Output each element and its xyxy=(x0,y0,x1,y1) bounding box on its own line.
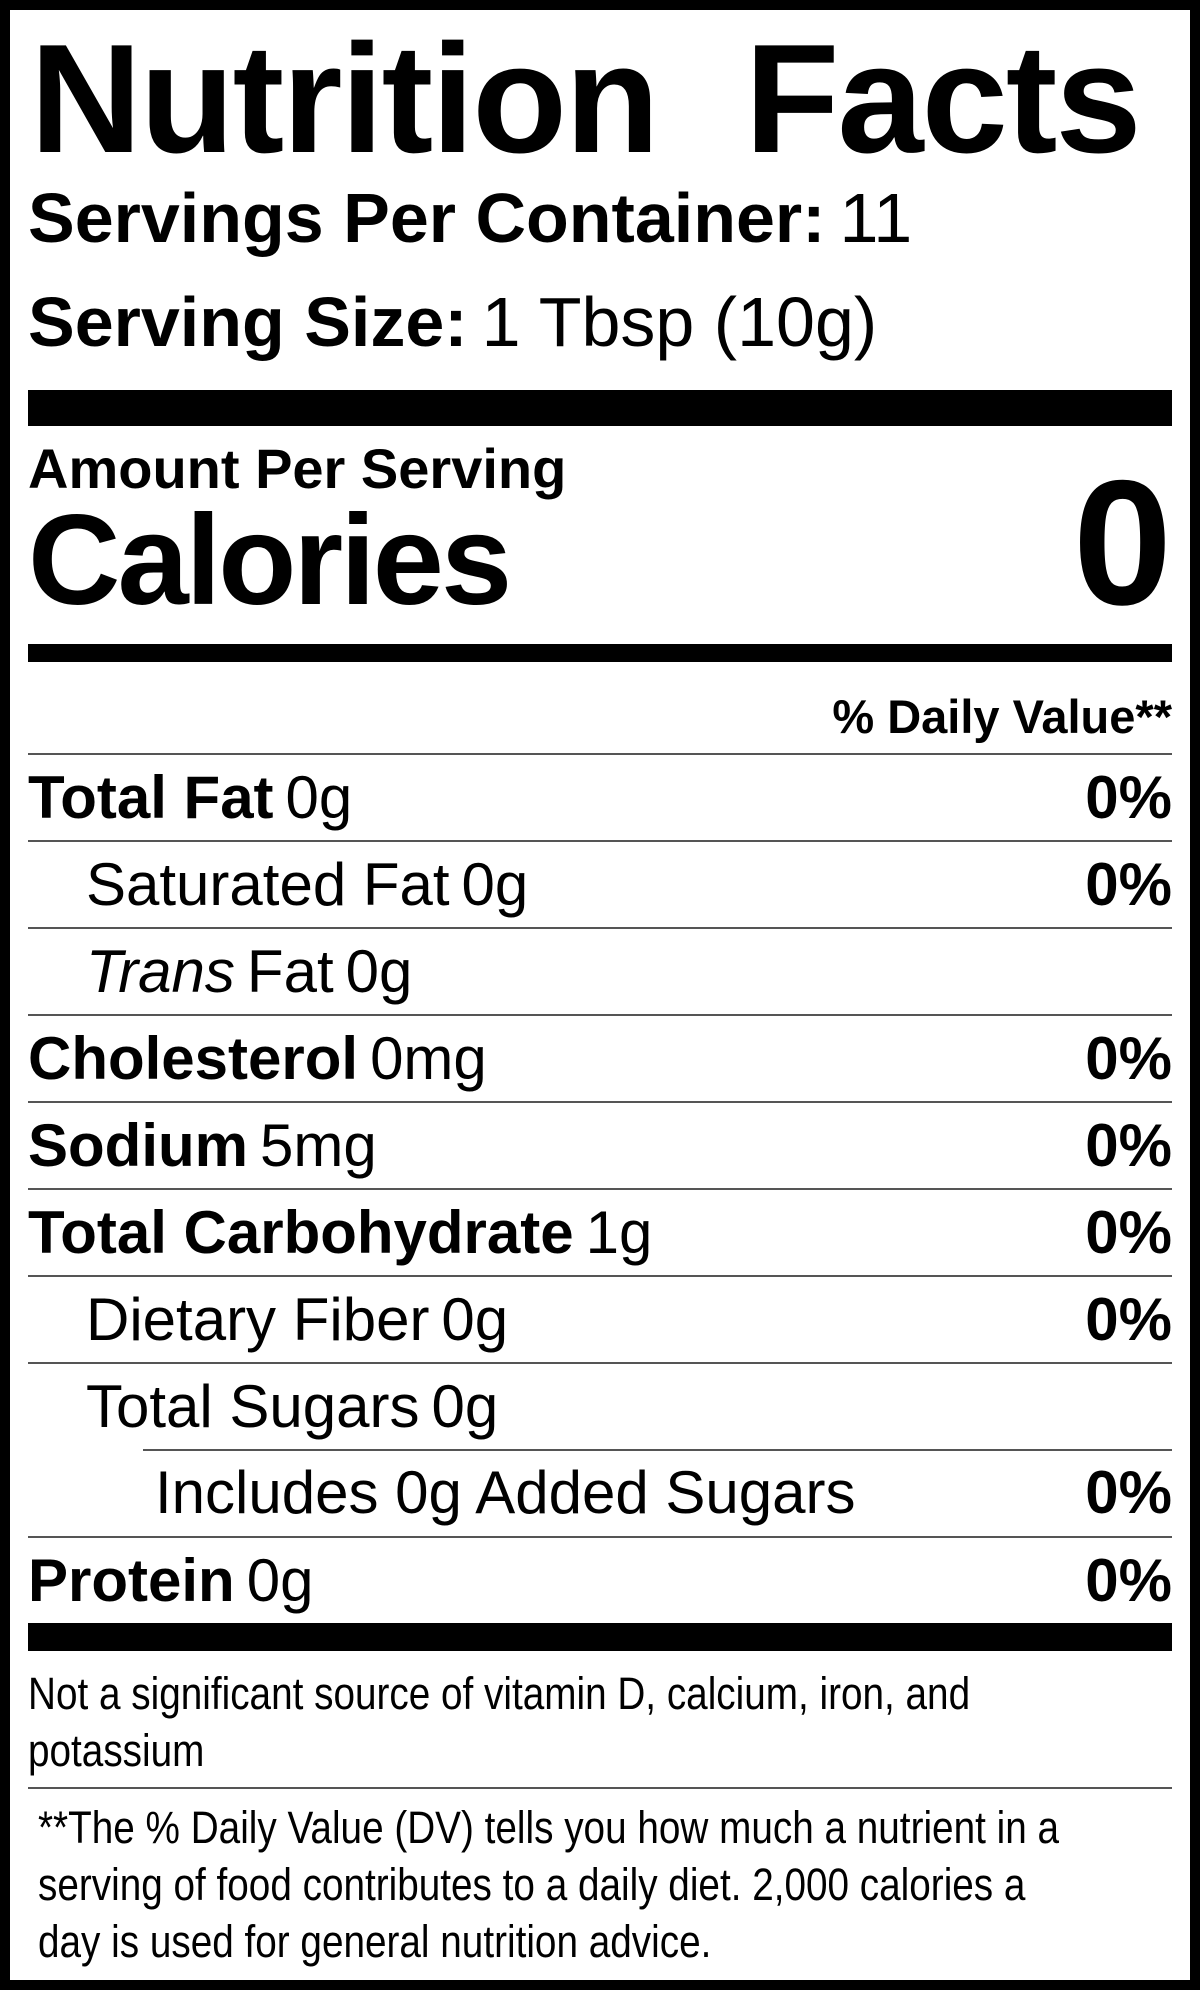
nutrient-daily-value: 0% xyxy=(1085,764,1172,831)
footnote-line-1: **The % Daily Value (DV) tells you how m… xyxy=(38,1802,1060,1853)
separator-bar-thick-bottom xyxy=(28,1623,1172,1651)
nutrient-daily-value: 0% xyxy=(1085,1199,1172,1266)
footnote-line-3: day is used for general nutrition advice… xyxy=(38,1916,712,1967)
nutrient-amount: 0g xyxy=(285,764,353,831)
servings-per-container-line: Servings Per Container: 11 xyxy=(28,182,1172,254)
serving-size-label: Serving Size: xyxy=(28,283,468,361)
nutrient-name: Total Fat xyxy=(28,764,274,831)
nutrient-name: Includes 0g Added Sugars xyxy=(155,1459,856,1526)
row-total-sugars: Total Sugars 0g xyxy=(28,1362,1172,1449)
serving-size-value: 1 Tbsp (10g) xyxy=(481,283,878,361)
nutrient-name-italic: Trans xyxy=(86,938,235,1005)
row-trans-fat: Trans Fat 0g xyxy=(28,927,1172,1014)
footnote-divider-rule xyxy=(28,1787,1172,1789)
calories-section: Amount Per Serving Calories 0 xyxy=(28,426,1172,644)
nutrient-amount: 0g xyxy=(431,1373,499,1440)
row-saturated-fat: Saturated Fat 0g 0% xyxy=(28,840,1172,927)
footnote-line-2: serving of food contributes to a daily d… xyxy=(38,1859,1026,1910)
nutrient-amount: 1g xyxy=(585,1199,653,1266)
calories-line: Calories 0 xyxy=(28,454,1172,632)
row-sodium: Sodium 5mg 0% xyxy=(28,1101,1172,1188)
not-significant-line-1: Not a significant source of vitamin D, c… xyxy=(28,1668,971,1719)
nutrient-name: Total Sugars xyxy=(86,1373,420,1440)
row-cholesterol: Cholesterol 0mg 0% xyxy=(28,1014,1172,1101)
nutrient-rows: Total Fat 0g 0% Saturated Fat 0g 0% Tran… xyxy=(28,753,1172,1623)
not-significant-note: Not a significant source of vitamin D, c… xyxy=(28,1665,1012,1779)
row-total-fat: Total Fat 0g 0% xyxy=(28,753,1172,840)
nutrient-daily-value: 0% xyxy=(1085,851,1172,918)
label-title: Nutrition Facts xyxy=(30,12,1142,185)
nutrient-daily-value: 0% xyxy=(1085,1025,1172,1092)
nutrient-amount: 0mg xyxy=(370,1025,487,1092)
daily-value-footnote: **The % Daily Value (DV) tells you how m… xyxy=(38,1799,1060,1970)
row-dietary-fiber: Dietary Fiber 0g 0% xyxy=(28,1275,1172,1362)
nutrient-daily-value: 0% xyxy=(1085,1286,1172,1353)
nutrient-amount: 0g xyxy=(345,938,413,1005)
servings-per-container-label: Servings Per Container: xyxy=(28,179,826,257)
nutrient-amount: 5mg xyxy=(260,1112,377,1179)
row-total-carbohydrate: Total Carbohydrate 1g 0% xyxy=(28,1188,1172,1275)
daily-value-header: % Daily Value** xyxy=(832,690,1172,743)
nutrient-daily-value: 0% xyxy=(1085,1459,1172,1526)
separator-bar-thick-top xyxy=(28,390,1172,426)
nutrient-amount: 0g xyxy=(461,851,529,918)
row-protein: Protein 0g 0% xyxy=(28,1536,1172,1623)
not-significant-line-2: potassium xyxy=(28,1725,205,1776)
calories-label: Calories xyxy=(28,489,512,632)
row-added-sugars: Includes 0g Added Sugars 0% xyxy=(28,1449,1172,1536)
servings-per-container-value: 11 xyxy=(839,179,913,257)
nutrient-name: Sodium xyxy=(28,1112,248,1179)
serving-size-line: Serving Size: 1 Tbsp (10g) xyxy=(28,286,1172,358)
nutrient-name: Fat xyxy=(246,938,334,1005)
amount-per-serving-heading: Amount Per Serving xyxy=(28,437,567,500)
nutrient-name: Cholesterol xyxy=(28,1025,359,1092)
nutrient-name: Protein xyxy=(28,1547,235,1614)
nutrient-name: Dietary Fiber xyxy=(86,1286,430,1353)
separator-bar-medium xyxy=(28,644,1172,662)
nutrient-daily-value: 0% xyxy=(1085,1547,1172,1614)
nutrient-name: Saturated Fat xyxy=(86,851,450,918)
calories-value: 0 xyxy=(1073,443,1172,642)
nutrient-amount: 0g xyxy=(246,1547,314,1614)
nutrient-name: Total Carbohydrate xyxy=(28,1199,574,1266)
nutrient-amount: 0g xyxy=(441,1286,509,1353)
nutrient-daily-value: 0% xyxy=(1085,1112,1172,1179)
